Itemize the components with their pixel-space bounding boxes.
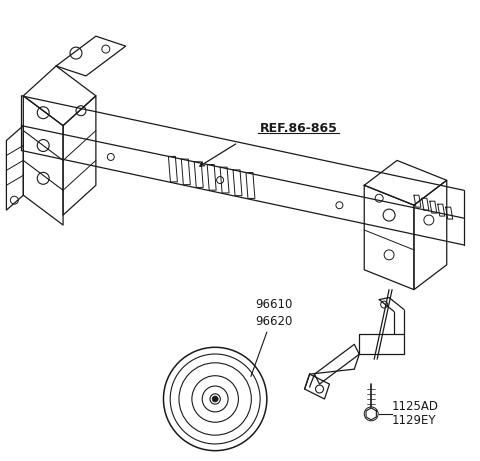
Text: 1125AD: 1125AD — [392, 401, 439, 414]
Circle shape — [212, 396, 218, 402]
Text: 96610: 96610 — [255, 298, 292, 311]
Text: REF.86-865: REF.86-865 — [260, 122, 338, 135]
Text: 1129EY: 1129EY — [392, 414, 437, 427]
Text: 96620: 96620 — [255, 315, 292, 328]
